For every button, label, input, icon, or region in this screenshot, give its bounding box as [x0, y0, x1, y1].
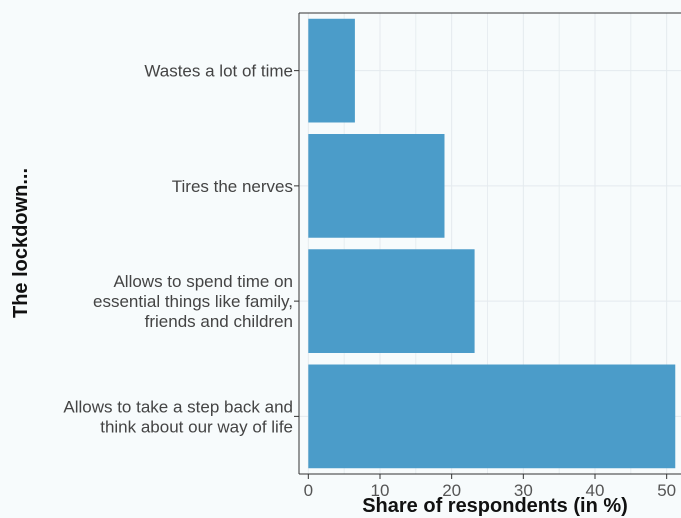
x-tick-label: 0: [304, 481, 313, 500]
bar: [308, 18, 355, 123]
x-axis-title: Share of respondents (in %): [362, 495, 628, 517]
y-category-label: think about our way of life: [100, 417, 293, 436]
y-category-label: essential things like family,: [93, 292, 293, 311]
y-category-label: friends and children: [145, 312, 293, 331]
y-axis-categories: Wastes a lot of time Tires the nerves Allo…: [63, 62, 299, 436]
bar: [308, 249, 475, 353]
y-category-label: Tires the nerves: [172, 177, 293, 196]
y-category-label: Allows to spend time on: [113, 272, 293, 291]
bar: [308, 134, 445, 238]
y-axis-title: The lockdown...: [10, 168, 32, 318]
y-category-label: Wastes a lot of time: [144, 62, 293, 81]
x-tick-label: 20: [442, 481, 461, 500]
y-category-label: Allows to take a step back and: [63, 397, 293, 416]
x-tick-label: 40: [586, 481, 605, 500]
x-tick-label: 30: [514, 481, 533, 500]
bar: [308, 364, 676, 469]
x-tick-label: 10: [371, 481, 390, 500]
x-axis-ticks: 0 10 20 30 40 50: [304, 474, 676, 500]
bars: [308, 18, 676, 469]
x-tick-label: 50: [657, 481, 676, 500]
